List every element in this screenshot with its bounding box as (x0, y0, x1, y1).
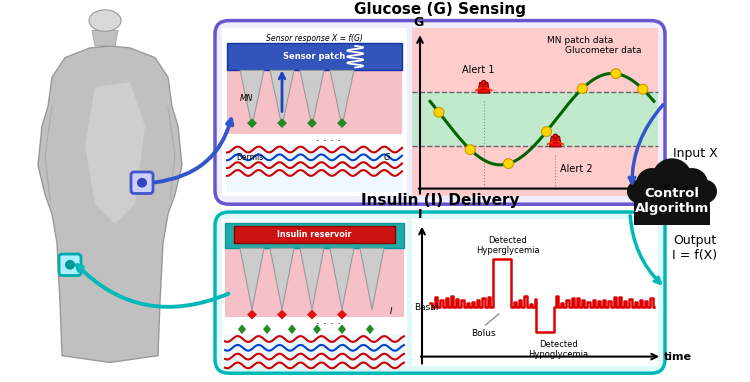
Circle shape (652, 158, 692, 197)
Polygon shape (360, 248, 384, 310)
Polygon shape (240, 70, 264, 126)
Polygon shape (38, 46, 182, 363)
Polygon shape (270, 70, 294, 126)
Polygon shape (337, 310, 347, 319)
Circle shape (693, 180, 717, 203)
Text: Input X: Input X (673, 147, 717, 160)
Polygon shape (338, 324, 346, 334)
Circle shape (65, 260, 75, 270)
Bar (634, 211, 710, 225)
Bar (227, 146, 402, 191)
Circle shape (554, 134, 558, 139)
Polygon shape (247, 118, 257, 128)
Polygon shape (300, 248, 324, 310)
Polygon shape (277, 118, 287, 128)
Circle shape (503, 159, 514, 168)
Bar (222, 28, 407, 196)
Polygon shape (238, 324, 246, 334)
Circle shape (638, 84, 648, 94)
Text: Detected
Hypoglycemia: Detected Hypoglycemia (528, 340, 588, 359)
Bar (225, 248, 404, 317)
Text: · · · ·: · · · · (316, 136, 341, 146)
FancyBboxPatch shape (215, 21, 665, 204)
Text: MN: MN (240, 94, 254, 103)
Text: Glucometer data: Glucometer data (565, 46, 641, 55)
Polygon shape (270, 248, 294, 310)
Polygon shape (263, 324, 271, 334)
Bar (222, 219, 407, 366)
Circle shape (465, 145, 476, 154)
Polygon shape (300, 70, 324, 126)
Text: Glucose (G) Sensing: Glucose (G) Sensing (354, 2, 526, 17)
Circle shape (482, 80, 486, 85)
Text: Alert 2: Alert 2 (560, 163, 593, 173)
Text: Basal: Basal (414, 303, 438, 312)
Text: Output
I = f(X): Output I = f(X) (673, 234, 718, 262)
FancyBboxPatch shape (131, 172, 153, 193)
Text: Insulin (I) Delivery: Insulin (I) Delivery (361, 193, 519, 208)
Polygon shape (307, 310, 317, 319)
Text: Sensor response X = f(G): Sensor response X = f(G) (266, 34, 363, 43)
FancyBboxPatch shape (59, 254, 81, 275)
Circle shape (627, 180, 651, 203)
Circle shape (676, 168, 708, 199)
Circle shape (578, 84, 587, 94)
Text: Dermis: Dermis (236, 153, 263, 162)
Text: · · · ·: · · · · (316, 319, 341, 329)
Text: time: time (664, 351, 692, 362)
FancyBboxPatch shape (215, 212, 665, 373)
Text: Alert 1: Alert 1 (462, 65, 494, 74)
Bar (225, 334, 404, 366)
Polygon shape (277, 310, 287, 319)
Text: Detected
Hyperglycemia: Detected Hyperglycemia (476, 236, 539, 255)
Bar (227, 43, 402, 70)
Polygon shape (240, 248, 264, 310)
Circle shape (542, 126, 551, 136)
Text: Sensor patch: Sensor patch (284, 52, 346, 61)
Circle shape (611, 69, 621, 79)
Polygon shape (92, 30, 118, 46)
Polygon shape (337, 118, 347, 128)
Text: I: I (390, 307, 392, 316)
Polygon shape (330, 70, 354, 126)
Circle shape (137, 178, 147, 188)
Polygon shape (307, 118, 317, 128)
Polygon shape (478, 83, 490, 93)
Text: time: time (664, 184, 689, 194)
Bar (412, 92, 658, 146)
Circle shape (434, 107, 444, 117)
Text: Insulin reservoir: Insulin reservoir (278, 230, 352, 239)
Polygon shape (288, 324, 296, 334)
Bar (412, 28, 658, 196)
Text: G: G (384, 153, 390, 162)
Polygon shape (550, 136, 561, 147)
Bar (234, 226, 395, 243)
Polygon shape (313, 324, 321, 334)
Circle shape (636, 168, 668, 199)
Text: Bolus: Bolus (471, 329, 496, 338)
Ellipse shape (89, 10, 121, 31)
Text: G: G (413, 16, 423, 29)
Text: MN patch data: MN patch data (548, 36, 614, 45)
Text: I: I (418, 208, 422, 221)
Bar (412, 219, 658, 366)
Polygon shape (85, 82, 145, 224)
Polygon shape (247, 310, 257, 319)
Text: Control
Algorithm: Control Algorithm (634, 187, 710, 215)
Bar (227, 70, 402, 134)
Bar (225, 223, 404, 248)
Polygon shape (330, 248, 354, 310)
Polygon shape (366, 324, 374, 334)
Bar (634, 186, 710, 223)
